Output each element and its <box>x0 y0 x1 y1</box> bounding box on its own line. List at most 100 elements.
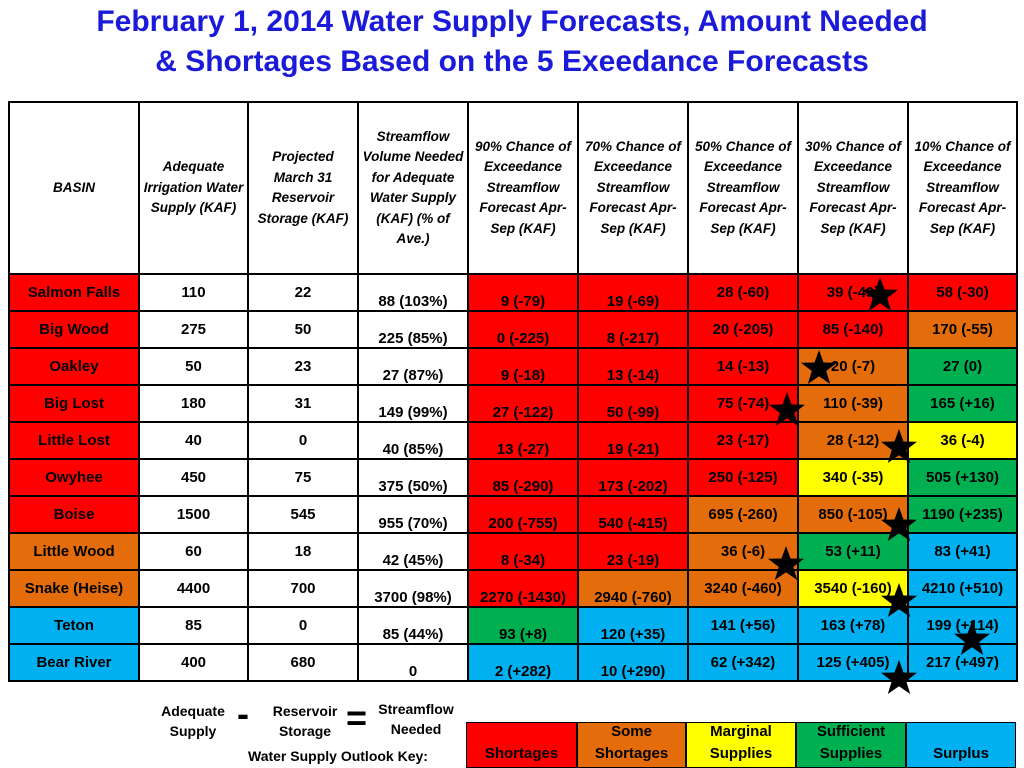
table-row: Little Wood 60 18 42 (45%) 8 (-34) 23 (-… <box>8 532 1018 571</box>
star-icon <box>767 545 805 583</box>
equation-minus: - <box>237 693 249 734</box>
table-row: Big Lost 180 31 149 (99%) 27 (-122) 50 (… <box>8 384 1018 423</box>
supply-cell: 50 <box>138 347 249 386</box>
forecast-10-cell: 165 (+16) <box>907 384 1018 423</box>
storage-cell: 0 <box>247 606 359 645</box>
equation-adequate-supply: Adequate Supply <box>161 703 225 739</box>
table-row: Bear River 400 680 0 2 (+282) 10 (+290) … <box>8 643 1018 682</box>
header-30-forecast: 30% Chance of Exceedance Streamflow Fore… <box>797 101 909 275</box>
equation-equals: = <box>346 697 368 738</box>
header-basin: BASIN <box>8 101 140 275</box>
storage-cell: 22 <box>247 273 359 312</box>
key-marginal-supplies: Marginal Supplies <box>686 722 796 768</box>
forecast-90-cell: 2270 (-1430) <box>467 569 579 608</box>
forecast-70-cell: 23 (-19) <box>577 532 689 571</box>
basin-cell: Big Lost <box>8 384 140 423</box>
header-streamflow-needed: Streamflow Volume Needed for Adequate Wa… <box>357 101 469 275</box>
key-shortages: Shortages <box>466 722 577 768</box>
supply-cell: 85 <box>138 606 249 645</box>
forecast-table: BASIN Adequate Irrigation Water Supply (… <box>8 101 1018 682</box>
star-icon <box>953 620 991 658</box>
supply-cell: 110 <box>138 273 249 312</box>
forecast-90-cell: 93 (+8) <box>467 606 579 645</box>
forecast-90-cell: 200 (-755) <box>467 495 579 534</box>
forecast-30-cell: 110 (-39) <box>797 384 909 423</box>
forecast-70-cell: 540 (-415) <box>577 495 689 534</box>
forecast-90-cell: 85 (-290) <box>467 458 579 497</box>
supply-cell: 180 <box>138 384 249 423</box>
table-row: Oakley 50 23 27 (87%) 9 (-18) 13 (-14) 1… <box>8 347 1018 386</box>
forecast-50-cell: 20 (-205) <box>687 310 799 349</box>
basin-cell: Bear River <box>8 643 140 682</box>
forecast-10-cell: 1190 (+235) <box>907 495 1018 534</box>
key-surplus: Surplus <box>906 722 1016 768</box>
forecast-10-cell: 4210 (+510) <box>907 569 1018 608</box>
basin-cell: Oakley <box>8 347 140 386</box>
forecast-90-cell: 8 (-34) <box>467 532 579 571</box>
forecast-90-cell: 13 (-27) <box>467 421 579 460</box>
forecast-70-cell: 19 (-69) <box>577 273 689 312</box>
forecast-50-cell: 250 (-125) <box>687 458 799 497</box>
table-row: Boise 1500 545 955 (70%) 200 (-755) 540 … <box>8 495 1018 534</box>
needed-cell: 225 (85%) <box>357 310 469 349</box>
forecast-70-cell: 8 (-217) <box>577 310 689 349</box>
needed-cell: 40 (85%) <box>357 421 469 460</box>
supply-cell: 60 <box>138 532 249 571</box>
header-reservoir-storage: Projected March 31 Reservoir Storage (KA… <box>247 101 359 275</box>
supply-cell: 400 <box>138 643 249 682</box>
header-50-forecast: 50% Chance of Exceedance Streamflow Fore… <box>687 101 799 275</box>
needed-cell: 955 (70%) <box>357 495 469 534</box>
title-line-1: February 1, 2014 Water Supply Forecasts,… <box>96 5 928 38</box>
forecast-70-cell: 19 (-21) <box>577 421 689 460</box>
equation-streamflow-needed: Streamflow Needed <box>378 701 454 737</box>
key-sufficient-supplies: Sufficient Supplies <box>796 722 906 768</box>
star-icon <box>880 582 918 620</box>
forecast-70-cell: 50 (-99) <box>577 384 689 423</box>
supply-cell: 4400 <box>138 569 249 608</box>
header-adequate-supply: Adequate Irrigation Water Supply (KAF) <box>138 101 249 275</box>
title-line-2: & Shortages Based on the 5 Exeedance For… <box>155 45 869 78</box>
star-icon <box>880 506 918 544</box>
forecast-50-cell: 23 (-17) <box>687 421 799 460</box>
forecast-30-cell: 850 (-105) <box>797 495 909 534</box>
supply-cell: 40 <box>138 421 249 460</box>
basin-cell: Teton <box>8 606 140 645</box>
needed-cell: 375 (50%) <box>357 458 469 497</box>
header-10-forecast: 10% Chance of Exceedance Streamflow Fore… <box>907 101 1018 275</box>
star-icon <box>880 428 918 466</box>
table-row: Owyhee 450 75 375 (50%) 85 (-290) 173 (-… <box>8 458 1018 497</box>
storage-cell: 545 <box>247 495 359 534</box>
forecast-90-cell: 0 (-225) <box>467 310 579 349</box>
forecast-70-cell: 173 (-202) <box>577 458 689 497</box>
needed-cell: 42 (45%) <box>357 532 469 571</box>
basin-cell: Big Wood <box>8 310 140 349</box>
forecast-90-cell: 9 (-79) <box>467 273 579 312</box>
forecast-50-cell: 141 (+56) <box>687 606 799 645</box>
forecast-10-cell: 36 (-4) <box>907 421 1018 460</box>
forecast-30-cell: 20 (-7) <box>797 347 909 386</box>
forecast-90-cell: 9 (-18) <box>467 347 579 386</box>
table-row: Salmon Falls 110 22 88 (103%) 9 (-79) 19… <box>8 273 1018 312</box>
header-70-forecast: 70% Chance of Exceedance Streamflow Fore… <box>577 101 689 275</box>
storage-cell: 50 <box>247 310 359 349</box>
storage-cell: 23 <box>247 347 359 386</box>
forecast-90-cell: 2 (+282) <box>467 643 579 682</box>
storage-cell: 31 <box>247 384 359 423</box>
forecast-50-cell: 62 (+342) <box>687 643 799 682</box>
table-row: Snake (Heise) 4400 700 3700 (98%) 2270 (… <box>8 569 1018 608</box>
forecast-30-cell: 28 (-12) <box>797 421 909 460</box>
forecast-90-cell: 27 (-122) <box>467 384 579 423</box>
supply-cell: 450 <box>138 458 249 497</box>
equation-reservoir-storage: Reservoir Storage <box>272 703 338 739</box>
star-icon <box>861 276 899 314</box>
needed-cell: 88 (103%) <box>357 273 469 312</box>
forecast-10-cell: 505 (+130) <box>907 458 1018 497</box>
header-row: BASIN Adequate Irrigation Water Supply (… <box>8 101 1018 275</box>
key-some-shortages: Some Shortages <box>577 722 686 768</box>
star-icon <box>800 349 838 387</box>
header-90-forecast: 90% Chance of Exceedance Streamflow Fore… <box>467 101 579 275</box>
needed-cell: 3700 (98%) <box>357 569 469 608</box>
forecast-70-cell: 10 (+290) <box>577 643 689 682</box>
needed-cell: 0 <box>357 643 469 682</box>
basin-cell: Boise <box>8 495 140 534</box>
